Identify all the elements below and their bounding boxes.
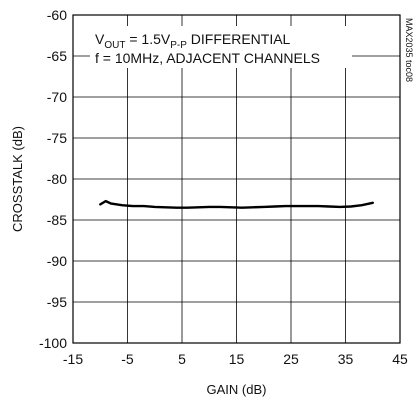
x-tick-label: 5 bbox=[178, 351, 186, 367]
x-tick-label: 15 bbox=[229, 351, 245, 367]
y-tick-label: -60 bbox=[47, 7, 67, 23]
annot-diff: DIFFERENTIAL bbox=[187, 31, 291, 47]
y-tick-label: -100 bbox=[39, 335, 67, 351]
y-tick-label: -65 bbox=[47, 48, 67, 64]
x-tick-labels: -15 -5 5 15 25 35 45 bbox=[63, 351, 408, 367]
annot-sub-out: OUT bbox=[104, 40, 125, 51]
x-tick-label: -15 bbox=[63, 351, 83, 367]
figure-code: MAX2035 toc08 bbox=[404, 18, 413, 82]
annotation-frequency: f = 10MHz, ADJACENT CHANNELS bbox=[95, 50, 320, 66]
series-line bbox=[99, 199, 374, 209]
x-tick-label: 35 bbox=[338, 351, 354, 367]
y-axis-label: CROSSTALK (dB) bbox=[10, 126, 25, 232]
y-tick-label: -85 bbox=[47, 212, 67, 228]
series-layer bbox=[99, 199, 374, 209]
y-tick-label: -75 bbox=[47, 130, 67, 146]
annot-eq: = 1.5V bbox=[125, 31, 170, 47]
annotation-background bbox=[90, 26, 352, 68]
y-tick-labels: -60 -65 -70 -75 -80 -85 -90 -95 -100 bbox=[39, 7, 67, 351]
y-tick-label: -95 bbox=[47, 294, 67, 310]
plot-frame bbox=[72, 14, 401, 344]
y-tick-label: -70 bbox=[47, 89, 67, 105]
x-tick-label: 25 bbox=[283, 351, 299, 367]
annotation-voltage: VOUT = 1.5VP-P DIFFERENTIAL bbox=[95, 31, 291, 51]
y-tick-label: -90 bbox=[47, 253, 67, 269]
x-axis-label: GAIN (dB) bbox=[207, 382, 267, 397]
annot-sub-pp: P-P bbox=[170, 40, 187, 51]
y-tick-label: -80 bbox=[47, 171, 67, 187]
x-tick-label: -5 bbox=[121, 351, 134, 367]
annot-v: V bbox=[95, 31, 105, 47]
x-tick-label: 45 bbox=[392, 351, 408, 367]
